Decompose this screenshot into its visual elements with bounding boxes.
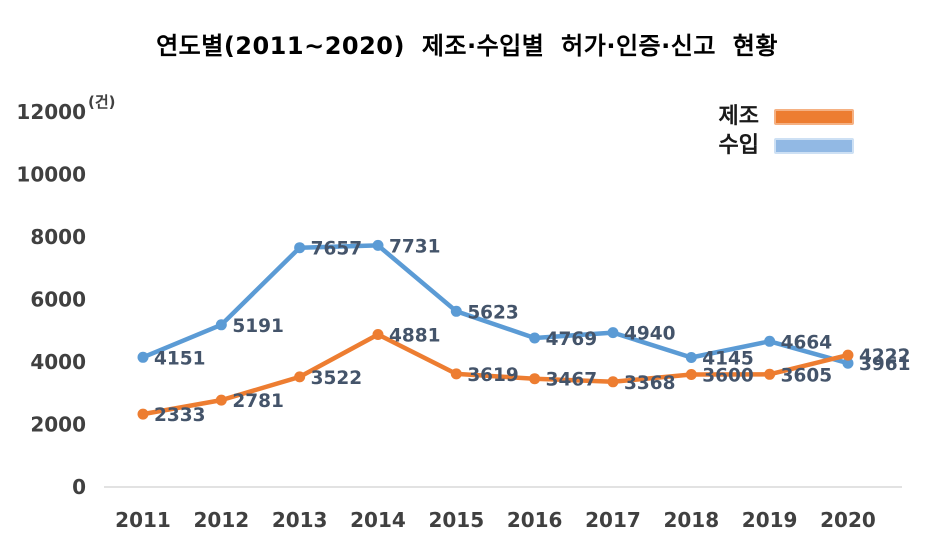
data-point-import (764, 335, 776, 347)
legend-label: 수입 (718, 133, 759, 158)
y-axis-tick: 10000 (16, 163, 86, 187)
data-point-import (372, 239, 384, 251)
data-label-import: 5623 (467, 302, 519, 323)
y-axis-tick: 8000 (30, 225, 86, 249)
data-label-manufacturing: 4222 (859, 346, 911, 367)
x-axis-tick: 2019 (742, 508, 798, 532)
legend-label: 제조 (718, 104, 759, 129)
series-line-import (140, 243, 851, 366)
data-label-import: 4664 (781, 332, 833, 353)
data-point-manufacturing (529, 373, 541, 385)
x-axis-tick: 2020 (820, 508, 876, 532)
data-point-import (215, 319, 227, 331)
y-axis-tick: 12000 (16, 100, 86, 124)
y-axis-tick: 6000 (30, 288, 86, 312)
data-label-import: 7731 (389, 236, 441, 257)
x-axis-tick: 2014 (350, 508, 406, 532)
x-axis-tick: 2018 (663, 508, 719, 532)
data-label-manufacturing: 3600 (702, 366, 754, 387)
data-label-manufacturing: 3522 (311, 368, 363, 389)
legend-item-0: 제조 (719, 106, 854, 128)
data-point-import (685, 352, 697, 363)
y-axis-tick: 0 (72, 475, 86, 499)
data-label-import: 7657 (311, 239, 363, 260)
data-point-manufacturing (685, 369, 697, 380)
data-point-manufacturing (607, 376, 619, 388)
x-axis-tick: 2015 (428, 508, 484, 532)
legend-item-1: 수입 (719, 135, 854, 157)
data-label-manufacturing: 3368 (624, 373, 676, 394)
data-label-import: 4151 (154, 348, 206, 369)
x-axis-tick: 2013 (272, 508, 328, 532)
data-point-manufacturing (372, 329, 384, 340)
data-label-manufacturing: 3467 (546, 370, 598, 391)
x-axis-tick: 2011 (115, 508, 171, 532)
data-point-manufacturing (842, 349, 854, 361)
x-axis-tick: 2017 (585, 508, 641, 532)
data-point-import (137, 351, 149, 363)
data-point-import (842, 357, 854, 369)
data-point-manufacturing (450, 368, 462, 380)
series-line-manufacturing (140, 332, 851, 417)
data-label-manufacturing: 3605 (781, 365, 833, 386)
chart-title: 연도별(2011~2020) 제조·수입별 허가·인증·신고 현황 (156, 32, 778, 60)
y-axis-tick: 4000 (30, 350, 86, 374)
y-axis-unit-label: (건) (88, 93, 116, 111)
data-point-import (607, 327, 619, 339)
data-label-manufacturing: 2333 (154, 405, 206, 426)
data-point-import (529, 332, 541, 344)
data-point-manufacturing (294, 371, 306, 383)
data-label-import: 4940 (624, 324, 676, 345)
data-label-import: 5191 (232, 316, 284, 337)
data-point-manufacturing (764, 368, 776, 380)
data-label-import: 4769 (546, 329, 598, 350)
x-axis-tick: 2016 (507, 508, 563, 532)
data-label-import: 3961 (859, 354, 911, 375)
legend-swatch (774, 138, 854, 154)
data-label-manufacturing: 2781 (232, 391, 284, 412)
data-label-import: 4145 (702, 349, 754, 370)
y-axis-tick: 2000 (30, 413, 86, 437)
data-point-manufacturing (215, 394, 227, 406)
legend-swatch (774, 109, 854, 125)
data-point-import (294, 242, 306, 254)
data-point-import (450, 305, 462, 317)
data-label-manufacturing: 3619 (467, 365, 519, 386)
data-point-manufacturing (137, 408, 149, 420)
data-label-manufacturing: 4881 (389, 326, 441, 347)
x-axis-tick: 2012 (193, 508, 249, 532)
